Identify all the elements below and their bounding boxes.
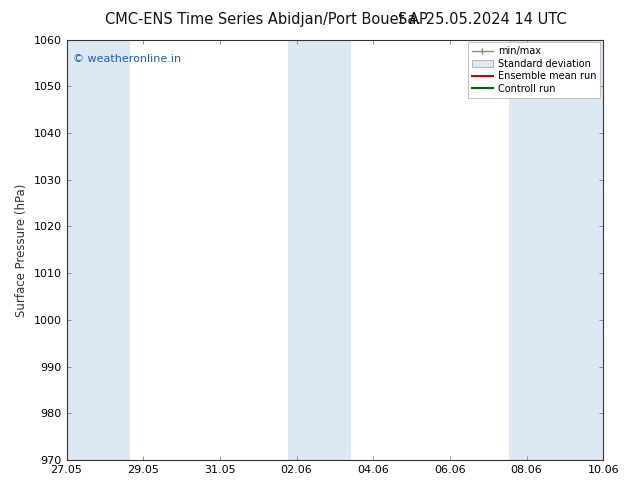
Bar: [288, 40, 351, 460]
Text: CMC-ENS Time Series Abidjan/Port Bouet AP: CMC-ENS Time Series Abidjan/Port Bouet A…: [105, 12, 428, 27]
Legend: min/max, Standard deviation, Ensemble mean run, Controll run: min/max, Standard deviation, Ensemble me…: [468, 43, 600, 98]
Y-axis label: Surface Pressure (hPa): Surface Pressure (hPa): [15, 183, 28, 317]
Bar: [508, 40, 603, 460]
Bar: [67, 40, 130, 460]
Text: Sa. 25.05.2024 14 UTC: Sa. 25.05.2024 14 UTC: [398, 12, 566, 27]
Text: © weatheronline.in: © weatheronline.in: [73, 54, 181, 64]
